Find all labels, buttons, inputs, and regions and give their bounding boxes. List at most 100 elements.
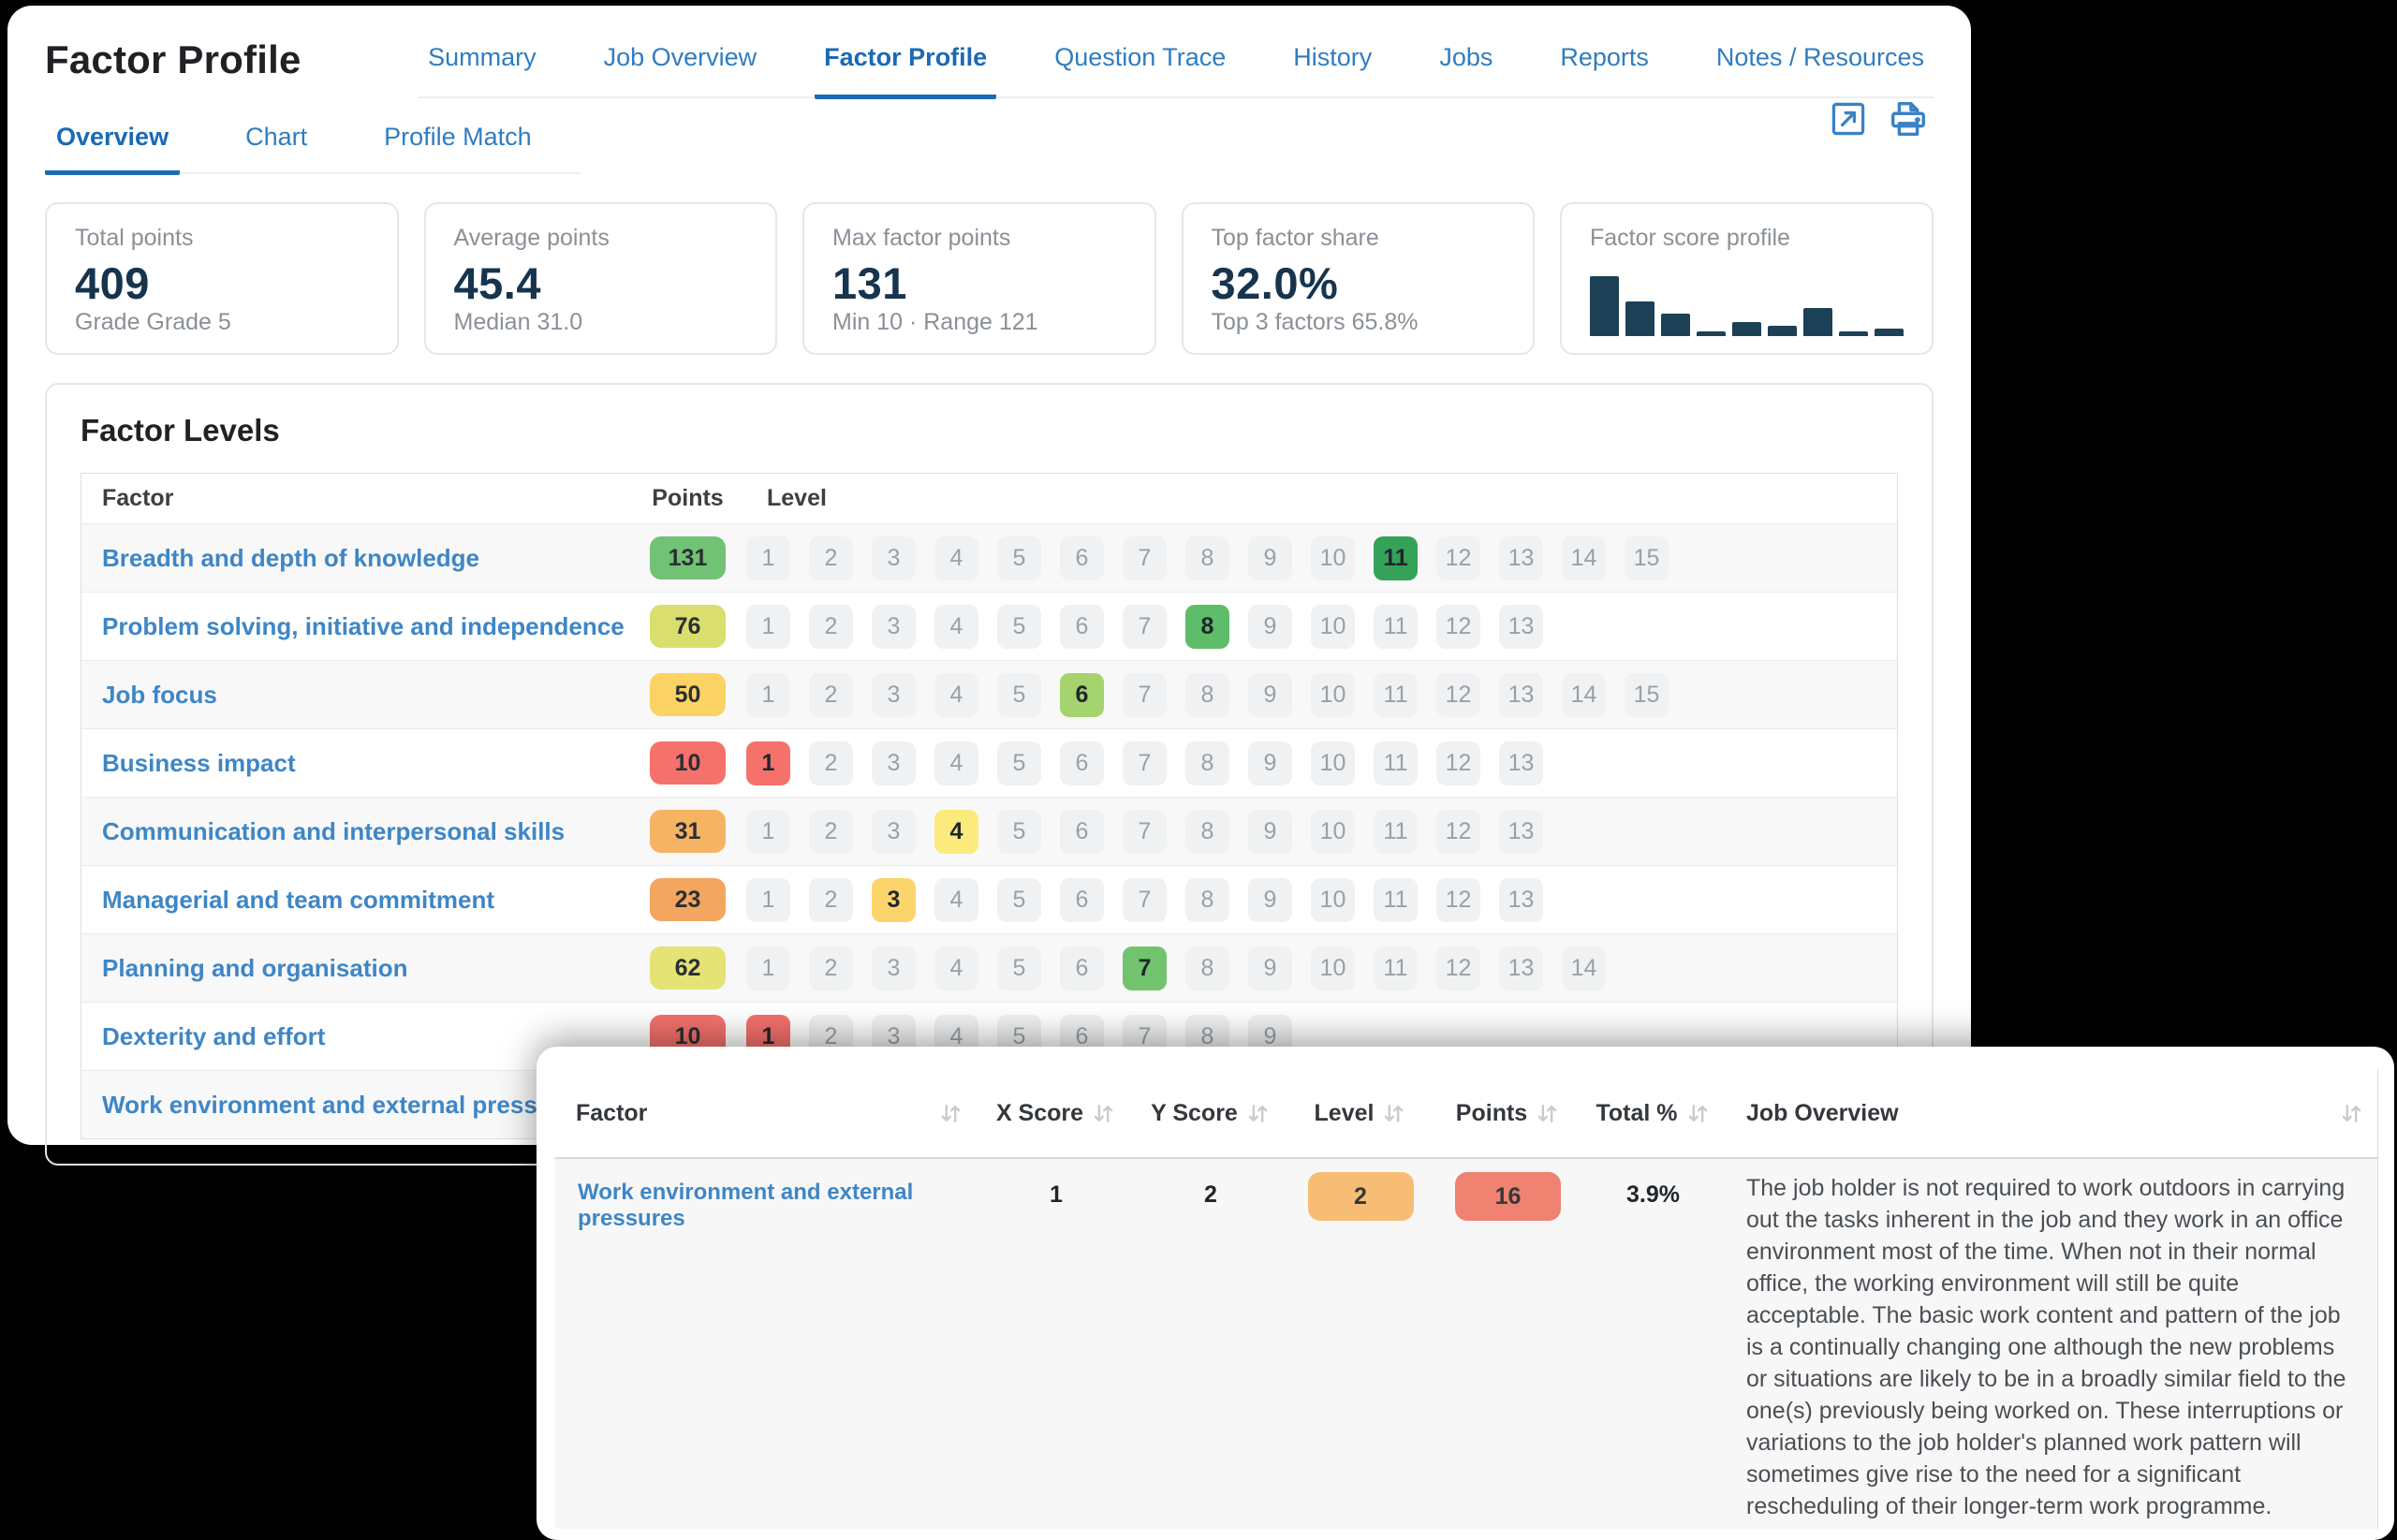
level-chip: 5 <box>997 809 1041 854</box>
level-chip: 1 <box>746 946 790 990</box>
stat-value: 131 <box>832 258 907 308</box>
level-chip: 3 <box>872 946 916 990</box>
subtab-profile-match[interactable]: Profile Match <box>384 123 532 151</box>
subtab-chart[interactable]: Chart <box>245 123 308 151</box>
column-header-points: Points <box>652 485 724 511</box>
level-chip: 10 <box>1311 672 1355 717</box>
table-row: Breadth and depth of knowledge 131 1 2 3 4 5 6 7… <box>81 523 1897 592</box>
level-chip: 8 <box>1185 672 1229 717</box>
profile-bar <box>1768 326 1797 336</box>
nav-tab-notes-resources[interactable]: Notes / Resources <box>1715 43 1924 71</box>
level-chip: 11 <box>1374 672 1418 717</box>
stat-label: Top factor share <box>1211 225 1379 251</box>
detail-header-y-score: Y Score <box>1136 1100 1286 1127</box>
factor-link[interactable]: Job focus <box>102 680 217 709</box>
profile-bar <box>1661 314 1690 336</box>
level-chip: 14 <box>1562 535 1606 580</box>
points-badge: 31 <box>650 810 726 853</box>
factor-link[interactable]: Work environment and external pressures <box>578 1180 914 1231</box>
subtab-overview[interactable]: Overview <box>45 119 181 175</box>
level-chip: 11 <box>1374 535 1418 580</box>
page-title: Factor Profile <box>45 37 301 81</box>
level-chip: 11 <box>1374 946 1418 990</box>
factor-cell: Breadth and depth of knowledge <box>81 544 629 573</box>
factor-link[interactable]: Business impact <box>102 748 296 777</box>
detail-table-row: Work environment and external pressures … <box>555 1159 2377 1529</box>
sort-icon[interactable] <box>2339 1101 2364 1126</box>
level-chip: 12 <box>1436 946 1480 990</box>
level-chip: 14 <box>1562 672 1606 717</box>
level-chip: 4 <box>934 809 978 854</box>
level-chip: 2 <box>809 741 853 785</box>
stat-card-factor-score-profile: Factor score profile <box>1560 202 1934 355</box>
level-chip: 9 <box>1248 672 1292 717</box>
detail-header-level: Level <box>1286 1100 1435 1127</box>
nav-tab-job-overview[interactable]: Job Overview <box>603 43 757 71</box>
detail-header-total: Total % <box>1581 1100 1726 1127</box>
factor-link[interactable]: Planning and organisation <box>102 953 408 982</box>
export-icon <box>1831 102 1865 136</box>
level-chip: 5 <box>997 741 1041 785</box>
level-chip: 2 <box>809 877 853 922</box>
print-icon <box>1890 101 1926 137</box>
table-row: Planning and organisation 62 1 2 3 4 5 6 7 8 9 10 11… <box>81 933 1897 1002</box>
level-chip: 8 <box>1185 604 1229 649</box>
section-title: Factor Levels <box>81 413 280 447</box>
stat-sub: Grade Grade 5 <box>75 309 231 335</box>
points-cell: 31 <box>629 810 746 853</box>
sort-icon[interactable] <box>1535 1101 1560 1126</box>
stat-value: 45.4 <box>453 258 541 308</box>
level-chip: 1 <box>746 672 790 717</box>
stat-sub: Top 3 factors 65.8% <box>1211 309 1419 335</box>
points-cell: 23 <box>629 878 746 921</box>
level-chip: 6 <box>1060 604 1104 649</box>
sort-icon[interactable] <box>938 1101 963 1126</box>
factor-link[interactable]: Communication and interpersonal skills <box>102 816 566 845</box>
level-chip: 8 <box>1185 741 1229 785</box>
level-chip: 7 <box>1123 672 1167 717</box>
level-chip: 7 <box>1123 877 1167 922</box>
level-chip: 2 <box>809 672 853 717</box>
level-chip: 10 <box>1311 809 1355 854</box>
factor-link[interactable]: Breadth and depth of knowledge <box>102 543 480 572</box>
sort-icon[interactable] <box>1245 1101 1271 1126</box>
print-button[interactable] <box>1887 97 1930 140</box>
stat-card-total-points: Total points 409 Grade Grade 5 <box>45 202 399 355</box>
level-chip: 13 <box>1499 877 1543 922</box>
level-chip: 4 <box>934 877 978 922</box>
factor-cell: Problem solving, initiative and independ… <box>81 612 629 641</box>
level-chip: 10 <box>1311 741 1355 785</box>
stat-cards-row: Total points 409 Grade Grade 5 Average poin… <box>45 202 1934 355</box>
main-nav-tabs: Summary Job Overview Factor Profile Questio… <box>419 37 1934 99</box>
sort-icon[interactable] <box>1381 1101 1406 1126</box>
factor-cell: Work environment and external pressures <box>81 1091 629 1120</box>
factor-levels-table: Factor Points Level Breadth and depth of kn… <box>81 473 1898 1139</box>
level-chip: 3 <box>872 741 916 785</box>
level-chip: 4 <box>934 535 978 580</box>
level-chip: 4 <box>934 946 978 990</box>
export-button[interactable] <box>1827 97 1870 140</box>
nav-tab-reports[interactable]: Reports <box>1560 43 1649 71</box>
points-badge: 76 <box>650 605 726 648</box>
stat-value: 409 <box>75 258 150 308</box>
stat-label: Factor score profile <box>1590 225 1790 251</box>
nav-tab-summary[interactable]: Summary <box>428 43 537 71</box>
detail-table-header: Factor X Score Y Score Level Points Total % Jo… <box>555 1069 2377 1159</box>
level-chip: 15 <box>1625 672 1669 717</box>
nav-tab-factor-profile[interactable]: Factor Profile <box>815 41 997 99</box>
level-chip: 3 <box>872 877 916 922</box>
nav-tab-jobs[interactable]: Jobs <box>1439 43 1493 71</box>
level-chip: 3 <box>872 672 916 717</box>
factor-link[interactable]: Dexterity and effort <box>102 1021 326 1050</box>
level-chips: 1 2 3 4 5 6 7 8 9 10 11 12 13 <box>746 809 1897 854</box>
nav-tab-history[interactable]: History <box>1293 43 1373 71</box>
sort-icon[interactable] <box>1685 1101 1711 1126</box>
factor-profile-card: Factor Profile Summary Job Overview Factor… <box>7 6 1971 1166</box>
sort-icon[interactable] <box>1091 1101 1116 1126</box>
profile-bar <box>1803 308 1832 336</box>
nav-tab-question-trace[interactable]: Question Trace <box>1054 43 1227 71</box>
factor-link[interactable]: Problem solving, initiative and independ… <box>102 611 625 640</box>
factor-link[interactable]: Managerial and team commitment <box>102 885 494 914</box>
stat-sub: Min 10 · Range 121 <box>832 309 1038 335</box>
factor-link[interactable]: Work environment and external pressures <box>102 1090 589 1119</box>
